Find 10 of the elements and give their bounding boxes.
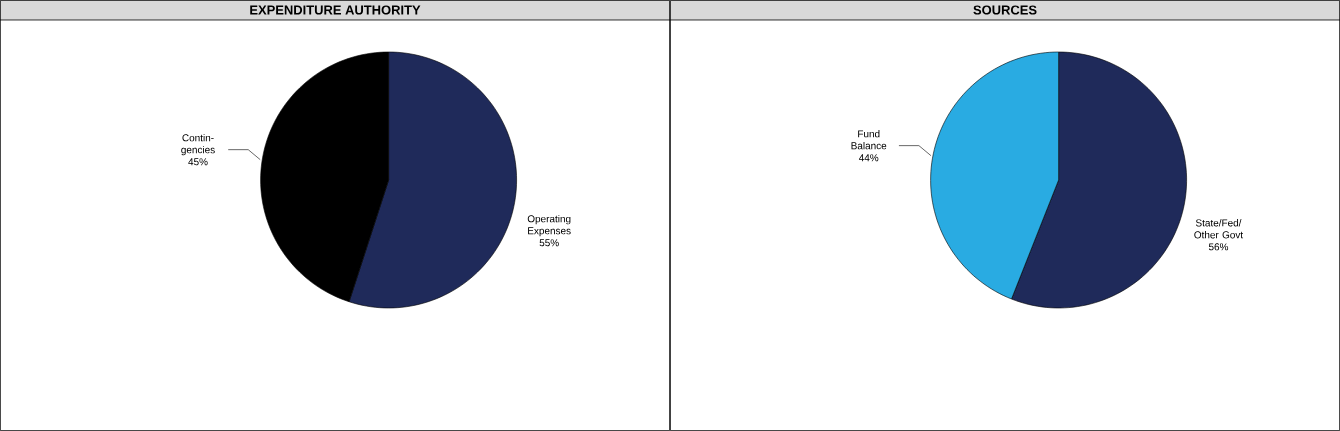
chart-title: SOURCES: [973, 5, 1037, 15]
data-label: 44%: [858, 154, 879, 162]
slice-label: Operating Expenses: [527, 215, 571, 237]
data-label: 55%: [539, 239, 559, 247]
data-label: 45%: [188, 158, 208, 166]
slice-label: Contin-gencies: [181, 134, 215, 156]
data-label: 56%: [1208, 243, 1229, 251]
chart-title: EXPENDITURE AUTHORITY: [250, 5, 421, 15]
slice-label: Fund Balance: [851, 130, 887, 150]
slice-label: State/Fed/ Other Govt: [1194, 219, 1244, 239]
